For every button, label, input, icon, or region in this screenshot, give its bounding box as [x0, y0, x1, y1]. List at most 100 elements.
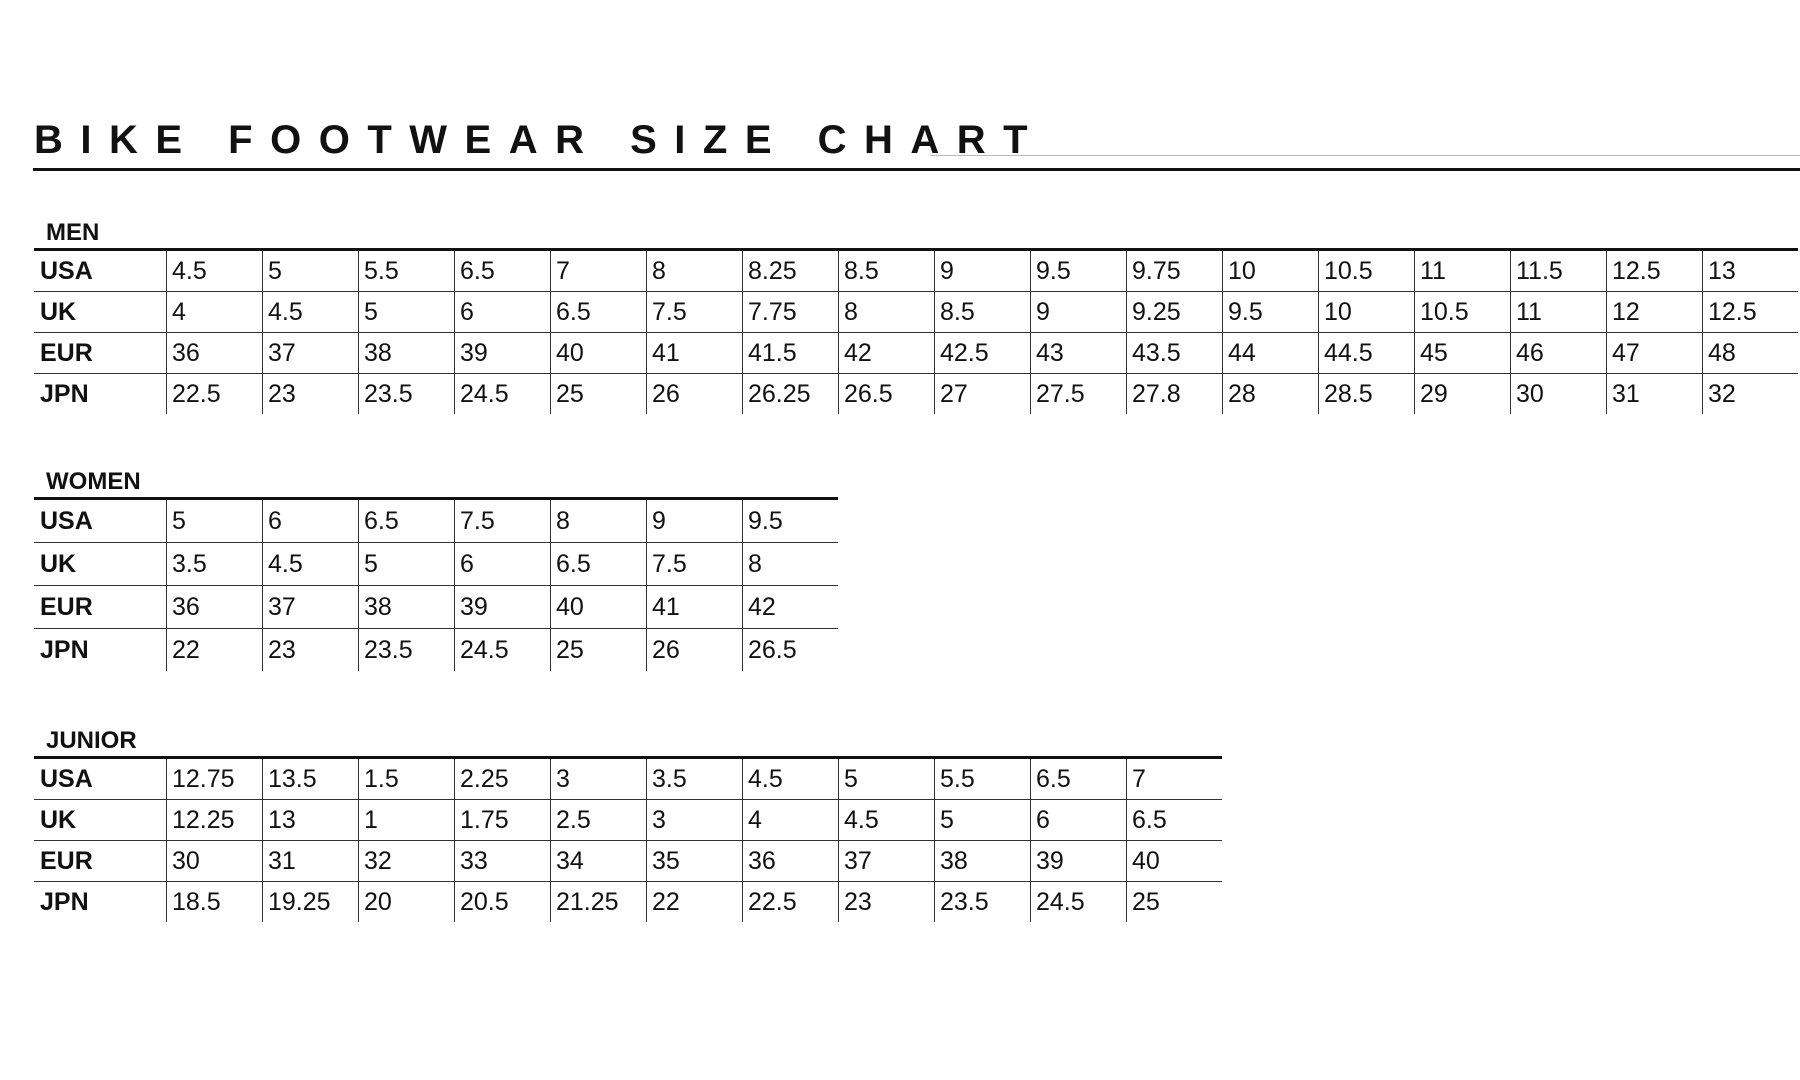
size-cell: 3 [646, 799, 743, 841]
size-cell: 1 [358, 799, 455, 841]
size-cell: 8 [838, 291, 935, 333]
size-cell: 8 [550, 498, 647, 543]
women-section: WOMEN USA 5 6 6.5 7.5 8 9 9.5 UK 3.5 4.5 5 6 6.5 7.5 8 E… [34, 466, 838, 671]
size-cell: 31 [1606, 373, 1703, 414]
row-label: UK [34, 291, 167, 333]
size-cell: 26.5 [838, 373, 935, 414]
size-cell: 9 [1030, 291, 1127, 333]
size-cell: 38 [358, 585, 455, 629]
size-cell: 22.5 [166, 373, 263, 414]
size-cell: 6 [262, 498, 359, 543]
size-cell: 42 [838, 332, 935, 374]
table-row: JPN 22 23 23.5 24.5 25 26 26.5 [34, 628, 838, 671]
table-row: USA 5 6 6.5 7.5 8 9 9.5 [34, 498, 838, 543]
size-cell: 10 [1318, 291, 1415, 333]
size-cell: 23.5 [358, 628, 455, 671]
size-cell: 6 [454, 542, 551, 586]
junior-size-table: USA 12.75 13.5 1.5 2.25 3 3.5 4.5 5 5.5 6.5 7 UK 12.2… [34, 756, 1222, 922]
size-cell: 7 [1126, 757, 1222, 800]
size-cell: 1.5 [358, 757, 455, 800]
row-label: UK [34, 542, 167, 586]
size-cell: 6.5 [1030, 757, 1127, 800]
size-cell: 47 [1606, 332, 1703, 374]
size-cell: 4.5 [838, 799, 935, 841]
size-cell: 11 [1510, 291, 1607, 333]
size-cell: 3.5 [166, 542, 263, 586]
size-cell: 41 [646, 585, 743, 629]
women-size-table: USA 5 6 6.5 7.5 8 9 9.5 UK 3.5 4.5 5 6 6.5 7.5 8 EUR 36 37… [34, 497, 838, 671]
size-cell: 9.75 [1126, 249, 1223, 292]
row-label: USA [40, 256, 93, 285]
size-cell: 10.5 [1414, 291, 1511, 333]
size-cell: 41 [646, 332, 743, 374]
table-row: EUR 36 37 38 39 40 41 42 [34, 585, 838, 629]
size-cell: 33 [454, 840, 551, 882]
size-cell: 22.5 [742, 881, 839, 922]
size-cell: 37 [838, 840, 935, 882]
row-label: JPN [34, 881, 167, 922]
size-cell: 24.5 [1030, 881, 1127, 922]
row-label: JPN [34, 628, 167, 671]
size-cell: 24.5 [454, 628, 551, 671]
size-cell: 8.5 [934, 291, 1031, 333]
size-cell: 43 [1030, 332, 1127, 374]
size-cell: 23.5 [358, 373, 455, 414]
table-row: UK 12.25 13 1 1.75 2.5 3 4 4.5 5 6 6.5 [34, 799, 1222, 841]
size-cell: 26 [646, 373, 743, 414]
size-cell: 25 [1126, 881, 1222, 922]
size-cell: 13 [262, 799, 359, 841]
size-cell: 12 [1606, 291, 1703, 333]
size-cell: 4 [742, 799, 839, 841]
section-label: MEN [46, 219, 100, 246]
size-cell: 26.5 [742, 628, 838, 671]
size-cell: 35 [646, 840, 743, 882]
size-cell: 1.75 [454, 799, 551, 841]
size-cell: 5.5 [934, 757, 1031, 800]
size-cell: 36 [166, 332, 263, 374]
table-row: UK 3.5 4.5 5 6 6.5 7.5 8 [34, 542, 838, 586]
size-cell: 6 [1030, 799, 1127, 841]
size-cell: 25 [550, 373, 647, 414]
size-cell: 23.5 [934, 881, 1031, 922]
size-cell: 30 [1510, 373, 1607, 414]
table-row: JPN 18.5 19.25 20 20.5 21.25 22 22.5 23 23.5 24.5 2… [34, 881, 1222, 922]
size-cell: 11 [1414, 249, 1511, 292]
size-cell: 6.5 [358, 498, 455, 543]
size-cell: 39 [1030, 840, 1127, 882]
size-cell: 40 [1126, 840, 1222, 882]
size-cell: 39 [454, 585, 551, 629]
size-cell: 12.5 [1606, 249, 1703, 292]
size-cell: 23 [262, 628, 359, 671]
size-cell: 46 [1510, 332, 1607, 374]
table-row: EUR 30 31 32 33 34 35 36 37 38 39 40 [34, 840, 1222, 882]
row-label: JPN [34, 373, 167, 414]
size-cell: 2.25 [454, 757, 551, 800]
row-label: UK [34, 799, 167, 841]
size-cell: 32 [1702, 373, 1798, 414]
section-label: JUNIOR [46, 727, 137, 754]
size-cell: 21.25 [550, 881, 647, 922]
size-cell: 37 [262, 332, 359, 374]
size-cell: 31 [262, 840, 359, 882]
table-row: EUR 36 37 38 39 40 41 41.5 42 42.5 43 43.5 44 44.5 45 4… [34, 332, 1798, 374]
row-label: EUR [34, 585, 167, 629]
size-cell: 26.25 [742, 373, 839, 414]
size-cell: 40 [550, 585, 647, 629]
row-label: USA [40, 764, 93, 793]
size-cell: 5.5 [358, 249, 455, 292]
size-cell: 10 [1222, 249, 1319, 292]
size-cell: 4.5 [262, 291, 359, 333]
size-cell: 5 [358, 291, 455, 333]
size-cell: 9.5 [742, 498, 838, 543]
size-cell: 2.5 [550, 799, 647, 841]
size-cell: 6.5 [1126, 799, 1222, 841]
size-cell: 5 [934, 799, 1031, 841]
size-cell: 7.5 [454, 498, 551, 543]
size-cell: 43.5 [1126, 332, 1223, 374]
size-cell: 9.5 [1030, 249, 1127, 292]
size-cell: 42 [742, 585, 838, 629]
table-row: USA 4.5 5 5.5 6.5 7 8 8.25 8.5 9 9.5 9.75 10 10.5 11 11… [34, 249, 1798, 292]
size-cell: 8.5 [838, 249, 935, 292]
size-cell: 5 [262, 249, 359, 292]
size-cell: 26 [646, 628, 743, 671]
